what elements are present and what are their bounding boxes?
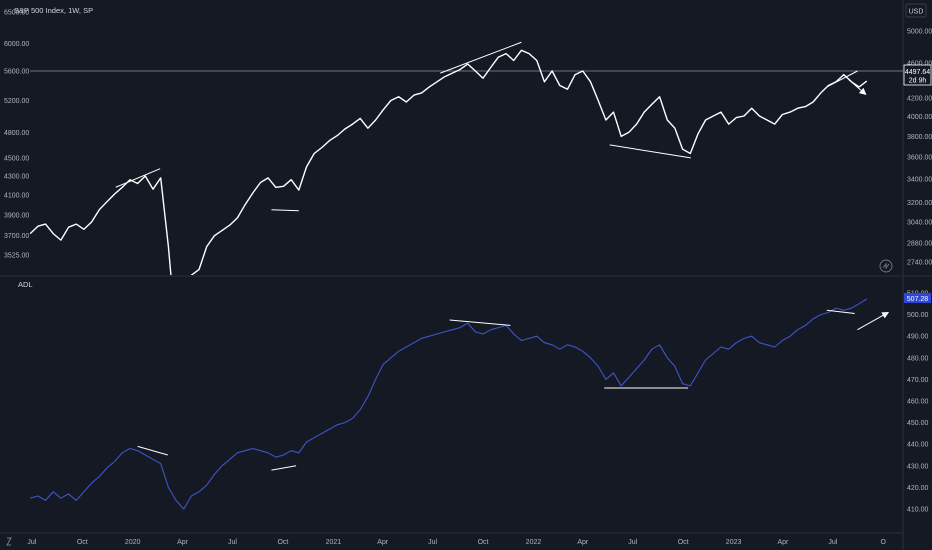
price-axis-tick-label: 3900.00 bbox=[4, 212, 29, 219]
tv-logo-icon[interactable] bbox=[879, 259, 893, 273]
time-axis-tick-label: 2023 bbox=[726, 539, 742, 546]
time-axis-tick-label: Oct bbox=[478, 539, 489, 546]
price-left-axis: 6500.00 6000.00 5600.00 5200.00 4800.00 4500.… bbox=[4, 9, 29, 259]
time-axis-tick-label: 2020 bbox=[125, 539, 141, 546]
price-axis-tick-label: 3525.00 bbox=[4, 253, 29, 260]
adl-last-value: 507.28 bbox=[907, 296, 929, 303]
adl-axis-tick-label: 460.00 bbox=[907, 399, 929, 406]
price-axis-tick-label: 4000.00 bbox=[907, 114, 932, 121]
price-axis-tick-label: 3600.00 bbox=[907, 155, 932, 162]
price-series bbox=[29, 49, 868, 275]
time-axis-tick-label: 2022 bbox=[526, 539, 542, 546]
adl-axis-tick-label: 450.00 bbox=[907, 420, 929, 427]
time-axis-tick-label: Oct bbox=[678, 539, 689, 546]
globe-icon[interactable] bbox=[6, 537, 12, 546]
time-axis-tick-label: Jul bbox=[628, 539, 637, 546]
price-axis-tick-label: 3040.00 bbox=[907, 220, 932, 227]
time-axis[interactable]: Jul Oct 2020 Apr Jul Oct 2021 Apr Jul Oct 2022 Apr J… bbox=[27, 539, 886, 546]
trendline bbox=[440, 41, 522, 74]
time-axis-tick-label: Jul bbox=[27, 539, 36, 546]
price-line bbox=[29, 49, 868, 275]
time-axis-tick-label: Apr bbox=[577, 539, 589, 546]
time-axis-tick-label: Jul bbox=[828, 539, 837, 546]
time-axis-tick-label: Jul bbox=[228, 539, 237, 546]
price-axis-tick-label: 6500.00 bbox=[4, 9, 29, 16]
adl-line bbox=[30, 298, 868, 510]
time-axis-tick-label: Jul bbox=[428, 539, 437, 546]
time-axis-tick-label: Oct bbox=[77, 539, 88, 546]
price-axis-tick-label: 4800.00 bbox=[4, 130, 29, 137]
price-right-axis[interactable]: 5000.00 4600.00 4200.00 4000.00 3800.00 3600.… bbox=[907, 29, 932, 267]
price-axis-tick-label: 2740.00 bbox=[907, 260, 932, 267]
adl-axis-tick-label: 470.00 bbox=[907, 377, 929, 384]
price-axis-tick-label: 5600.00 bbox=[4, 69, 29, 76]
trend-arrow bbox=[848, 79, 867, 96]
trendline bbox=[609, 144, 691, 159]
adl-pane-title: ADL bbox=[18, 280, 33, 289]
price-last-value-badge: 4497.64 2d 9h bbox=[903, 64, 932, 86]
time-axis-tick-label: Apr bbox=[177, 539, 189, 546]
adl-axis-tick-label: 500.00 bbox=[907, 312, 929, 319]
adl-axis-tick-label: 410.00 bbox=[907, 507, 929, 514]
time-axis-tick-label: Oct bbox=[277, 539, 288, 546]
price-countdown: 2d 9h bbox=[909, 78, 927, 85]
price-axis-tick-label: 4200.00 bbox=[907, 95, 932, 102]
price-axis-tick-label: 3400.00 bbox=[907, 177, 932, 184]
adl-last-value-badge: 507.28 bbox=[904, 293, 931, 303]
time-axis-tick-label: O bbox=[881, 539, 887, 546]
adl-series bbox=[30, 298, 868, 510]
trendline bbox=[271, 465, 297, 471]
trendline bbox=[271, 209, 299, 212]
price-axis-tick-label: 4300.00 bbox=[4, 174, 29, 181]
currency-label: USD bbox=[909, 9, 924, 16]
trendline bbox=[826, 70, 858, 88]
adl-axis-tick-label: 420.00 bbox=[907, 485, 929, 492]
chart-title: S&P 500 Index, 1W, SP bbox=[14, 6, 93, 15]
trend-arrow bbox=[857, 311, 890, 331]
adl-axis-tick-label: 440.00 bbox=[907, 442, 929, 449]
price-axis-tick-label: 4100.00 bbox=[4, 192, 29, 199]
price-axis-tick-label: 3200.00 bbox=[907, 200, 932, 207]
trendline bbox=[449, 319, 511, 326]
trendline bbox=[826, 309, 855, 315]
price-axis-tick-label: 2880.00 bbox=[907, 240, 932, 247]
currency-button[interactable]: USD bbox=[905, 3, 927, 18]
price-axis-tick-label: 6000.00 bbox=[4, 41, 29, 48]
trendline bbox=[137, 445, 168, 456]
price-axis-tick-label: 3700.00 bbox=[4, 233, 29, 240]
price-axis-tick-label: 4500.00 bbox=[4, 155, 29, 162]
time-axis-tick-label: Apr bbox=[777, 539, 789, 546]
trendline bbox=[115, 168, 161, 188]
adl-axis-tick-label: 430.00 bbox=[907, 463, 929, 470]
drawing-annotations[interactable] bbox=[115, 41, 890, 471]
price-axis-tick-label: 4600.00 bbox=[907, 61, 932, 68]
price-axis-tick-label: 5000.00 bbox=[907, 29, 932, 36]
adl-axis-tick-label: 490.00 bbox=[907, 334, 929, 341]
time-axis-tick-label: Apr bbox=[377, 539, 389, 546]
price-last-value: 4497.64 bbox=[905, 69, 930, 76]
price-axis-tick-label: 5200.00 bbox=[4, 98, 29, 105]
price-axis-tick-label: 3800.00 bbox=[907, 134, 932, 141]
adl-axis-tick-label: 480.00 bbox=[907, 355, 929, 362]
time-axis-tick-label: 2021 bbox=[326, 539, 342, 546]
